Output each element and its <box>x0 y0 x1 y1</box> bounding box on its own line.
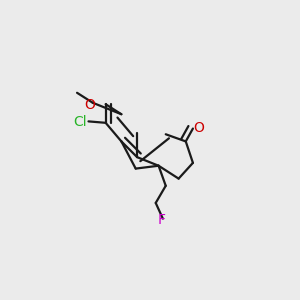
Text: Cl: Cl <box>73 115 87 129</box>
Text: O: O <box>193 121 204 135</box>
Text: F: F <box>158 213 165 227</box>
Text: O: O <box>85 98 95 112</box>
